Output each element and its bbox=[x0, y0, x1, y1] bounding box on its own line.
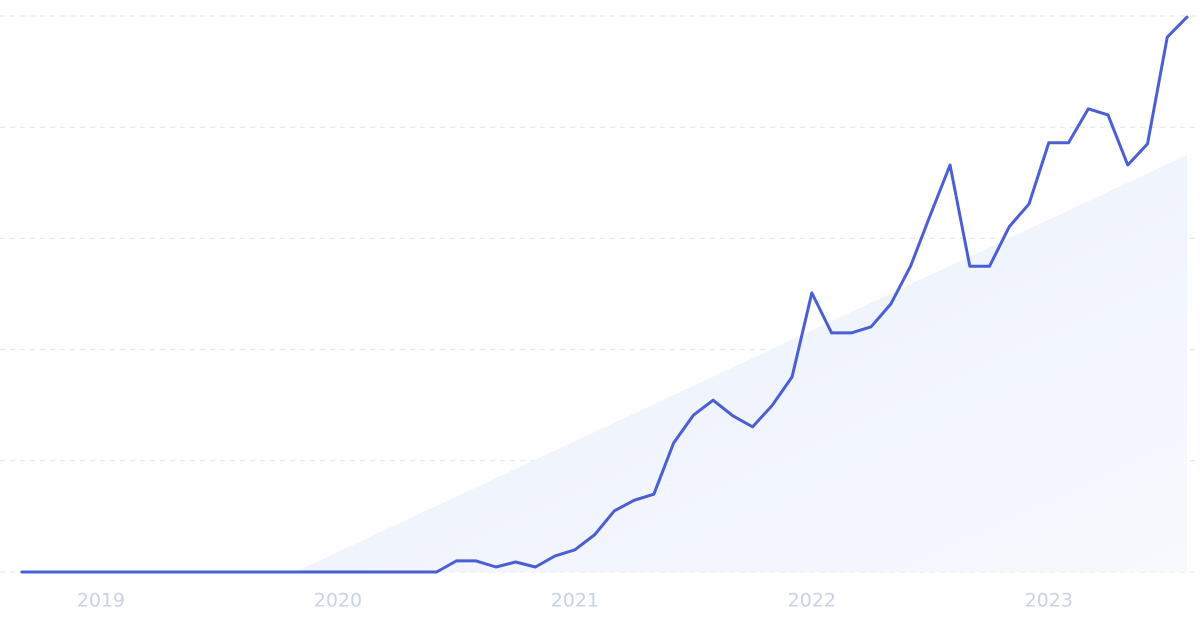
x-tick-label: 2019 bbox=[77, 590, 125, 612]
x-tick-label: 2020 bbox=[314, 590, 362, 612]
x-tick-label: 2023 bbox=[1025, 590, 1073, 612]
plot: 2019 2020 2021 2022 2023 bbox=[20, 15, 1189, 612]
data-line bbox=[20, 15, 1189, 574]
x-tick-label: 2021 bbox=[551, 590, 599, 612]
trend-area bbox=[295, 155, 1187, 572]
x-tick-label: 2022 bbox=[788, 590, 836, 612]
